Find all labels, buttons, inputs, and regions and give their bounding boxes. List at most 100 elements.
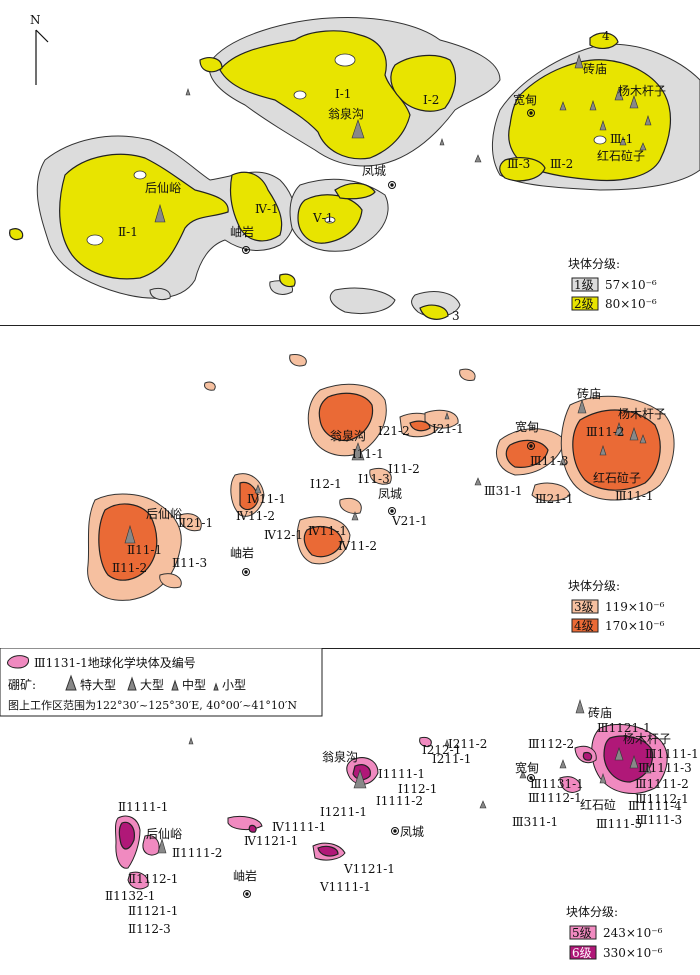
legend-panel-1: 块体分级: 1级 57×10⁻⁶ 2级 80×10⁻⁶ bbox=[568, 257, 657, 311]
key-medium-icon bbox=[171, 679, 179, 691]
town-zhuanmiao: 砖庙 bbox=[583, 61, 607, 76]
legend-title-2: 块体分级: bbox=[568, 579, 620, 593]
key-range-text: 图上工作区范围为122°30′~125°30′E, 40°00′~41°10′N bbox=[8, 698, 297, 712]
code-iii-3: Ⅲ-3 bbox=[507, 157, 530, 171]
map-key-box: Ⅲ1131-1地球化学块体及编号 硼矿: 特大型 大型 中型 小型 图上工作区范… bbox=[0, 648, 323, 717]
code-p3-g: Ⅰ1211-1 bbox=[320, 805, 367, 819]
town-houxianyu: 后仙峪 bbox=[145, 181, 181, 195]
code-p3-o: Ⅳ1121-1 bbox=[244, 834, 298, 848]
grade4-blocks bbox=[98, 392, 661, 581]
key-size-small: 小型 bbox=[222, 678, 246, 692]
code-p3-aa: Ⅲ111-5 bbox=[596, 817, 642, 831]
grade6-blocks bbox=[118, 735, 654, 857]
north-label: N bbox=[30, 13, 41, 27]
code-p3-c: Ⅰ211-1 bbox=[432, 752, 471, 766]
code-p2-iv11-1b: Ⅳ11-1 bbox=[308, 524, 347, 538]
key-boron-label: 硼矿: bbox=[8, 678, 36, 692]
map-panel-2-canvas: 宽甸 凤城 岫岩 后仙峪 翁泉沟 砖庙 杨木杆子 红石砬子 Ⅰ21-2 Ⅰ21-… bbox=[87, 354, 675, 633]
code-p3-j: Ⅱ1112-1 bbox=[128, 872, 178, 886]
legend-value-grade4: 170×10⁻⁶ bbox=[605, 619, 665, 633]
town-kuandian-3: 宽甸 bbox=[515, 760, 539, 775]
town-xiuyan-3: 岫岩 bbox=[233, 868, 257, 883]
legend-label-grade3: 3级 bbox=[574, 600, 594, 614]
legend-swatch-grade3 bbox=[571, 599, 599, 614]
town-wengquangou-2: 翁泉沟 bbox=[330, 429, 366, 443]
code-4: 4 bbox=[602, 29, 610, 43]
town-fengcheng: 凤城 bbox=[362, 164, 386, 178]
code-p3-m: Ⅱ112-3 bbox=[128, 922, 171, 936]
key-small-icon bbox=[213, 682, 219, 691]
map-panel-grade-5-6: Ⅲ1131-1地球化学块体及编号 硼矿: 特大型 大型 中型 小型 图上工作区范… bbox=[0, 648, 700, 975]
town-yangmuganzi-3: 杨木杆子 bbox=[623, 731, 671, 746]
code-p2-i11-2: Ⅰ11-2 bbox=[388, 462, 420, 476]
town-hongshilazi-2: 红石砬子 bbox=[593, 470, 641, 485]
code-p2-iii11-3: Ⅲ11-3 bbox=[530, 454, 569, 468]
code-p2-ii21-1: Ⅱ21-1 bbox=[178, 516, 213, 530]
code-p3-z: Ⅲ1111-4 bbox=[628, 799, 682, 813]
code-p3-q: Ⅴ1111-1 bbox=[319, 880, 371, 894]
north-arrow bbox=[35, 29, 49, 85]
code-3: 3 bbox=[452, 309, 460, 323]
town-yangmuganzi: 杨木杆子 bbox=[618, 83, 666, 98]
legend-value-grade6: 330×10⁻⁶ bbox=[603, 946, 663, 960]
code-p3-i: Ⅱ1111-2 bbox=[172, 846, 222, 860]
code-p2-i21-2: Ⅰ21-2 bbox=[378, 424, 410, 438]
town-houxianyu-3: 后仙峪 bbox=[146, 827, 182, 841]
town-zhuanmiao-3: 砖庙 bbox=[588, 705, 612, 720]
code-p3-a: Ⅰ212-1 bbox=[422, 743, 461, 757]
code-p3-s: Ⅲ112-2 bbox=[528, 737, 574, 751]
town-fengcheng-3: 凤城 bbox=[400, 825, 424, 839]
legend-label-grade4: 4级 bbox=[574, 619, 594, 633]
legend-swatch-grade6 bbox=[569, 945, 597, 960]
town-symbols-3 bbox=[243, 774, 535, 898]
legend-label-grade1: 1级 bbox=[574, 278, 594, 292]
legend-title-1: 块体分级: bbox=[568, 257, 620, 271]
boron-deposit-markers bbox=[154, 53, 652, 223]
code-p3-v: Ⅲ1111-2 bbox=[635, 777, 689, 791]
code-p3-u: Ⅲ1111-3 bbox=[638, 761, 692, 775]
map-panel-grade-3-4: 宽甸 凤城 岫岩 后仙峪 翁泉沟 砖庙 杨木杆子 红石砬子 Ⅰ21-2 Ⅰ21-… bbox=[0, 325, 700, 649]
code-p3-h: Ⅱ1111-1 bbox=[118, 800, 168, 814]
code-p2-iv11-2b: Ⅳ11-2 bbox=[338, 539, 377, 553]
key-large-icon bbox=[127, 676, 137, 691]
code-p3-d: Ⅰ1111-1 bbox=[378, 767, 425, 781]
code-p3-e: Ⅰ112-1 bbox=[398, 782, 437, 796]
code-p3-r: Ⅲ1121-1 bbox=[597, 721, 651, 735]
legend-label-grade6: 6级 bbox=[572, 946, 592, 960]
code-p3-ac: Ⅲ311-1 bbox=[512, 815, 558, 829]
code-p3-p: Ⅴ1121-1 bbox=[343, 862, 395, 876]
code-p3-x: Ⅲ1112-1 bbox=[528, 791, 582, 805]
legend-value-grade2: 80×10⁻⁶ bbox=[605, 297, 657, 311]
code-p3-b: Ⅰ211-2 bbox=[448, 737, 487, 751]
town-fengcheng-2: 凤城 bbox=[378, 487, 402, 501]
code-p3-ab: Ⅲ111-3 bbox=[636, 813, 682, 827]
code-p3-t: Ⅲ1111-1 bbox=[645, 747, 699, 761]
town-hongshilazi: 红石砬子 bbox=[597, 148, 645, 163]
code-p3-n: Ⅳ1111-1 bbox=[272, 820, 326, 834]
code-iv-1: Ⅳ-1 bbox=[255, 202, 279, 216]
code-p2-ii11-2: Ⅱ11-2 bbox=[112, 561, 147, 575]
code-p2-i11-3: Ⅰ11-3 bbox=[358, 472, 390, 486]
code-p2-iii11-2: Ⅲ11-2 bbox=[586, 425, 625, 439]
code-iii-1: Ⅲ-1 bbox=[610, 132, 633, 146]
boron-deposit-markers-2 bbox=[124, 398, 647, 544]
code-p3-k: Ⅱ1132-1 bbox=[105, 889, 155, 903]
code-p2-iv11-2: Ⅳ11-2 bbox=[236, 509, 275, 523]
code-p2-iii31-1: Ⅲ31-1 bbox=[484, 484, 523, 498]
key-giant-icon bbox=[65, 674, 77, 691]
code-i-1: Ⅰ-1 bbox=[335, 87, 351, 101]
legend-swatch-grade4 bbox=[571, 618, 599, 633]
town-symbols-2 bbox=[242, 442, 535, 576]
code-p2-iv12-1: Ⅳ12-1 bbox=[264, 528, 303, 542]
code-ii-1: Ⅱ-1 bbox=[118, 225, 138, 239]
legend-panel-3: 块体分级: 5级 243×10⁻⁶ 6级 330×10⁻⁶ bbox=[566, 905, 663, 960]
block-holes bbox=[86, 53, 607, 246]
code-p2-iv11-1: Ⅳ11-1 bbox=[247, 492, 286, 506]
town-wengquangou-3: 翁泉沟 bbox=[322, 750, 358, 764]
legend-label-grade2: 2级 bbox=[574, 297, 594, 311]
code-p3-f: Ⅰ1111-2 bbox=[376, 794, 423, 808]
code-p2-i11-1: Ⅰ11-1 bbox=[352, 447, 384, 461]
town-yangmuganzi-2: 杨木杆子 bbox=[618, 406, 666, 421]
code-p3-w: Ⅲ1131-1 bbox=[530, 777, 584, 791]
code-p2-v21-1: Ⅴ21-1 bbox=[391, 514, 428, 528]
